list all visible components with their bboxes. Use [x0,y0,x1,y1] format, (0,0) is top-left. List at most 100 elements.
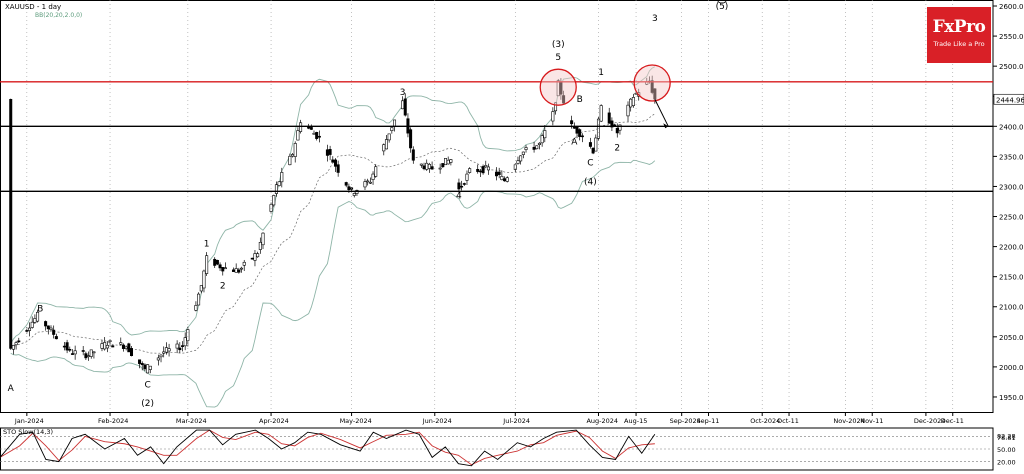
candle-body [540,135,544,144]
candle-body [215,259,219,265]
candle-body [521,151,525,155]
candle-body [607,112,611,124]
wave-label: B [37,305,43,315]
time-tick-label: Oct-2024 [750,417,780,425]
candle-body [401,100,405,110]
candle-body [205,255,209,274]
price-tick-label: 2200.00 [999,244,1024,252]
candle-body [465,173,469,181]
lower-band [10,159,656,408]
candle-body [167,348,171,352]
wave-label: A [8,384,15,394]
resistance-test-circle [633,64,671,102]
wave-label: C [144,380,150,390]
candle-body [626,104,630,117]
candle-body [331,159,335,163]
candle-body [462,183,466,185]
wave-label: B [577,95,583,105]
candle-body [403,98,407,116]
candle-body [591,147,595,154]
candle-body [618,124,622,131]
candle-body [503,178,507,182]
price-panel [0,0,994,413]
candle-body [347,186,351,191]
candle-body [103,342,107,350]
wave-label: 2 [220,282,226,292]
candle-body [146,364,150,374]
candle-body [159,354,163,358]
candle-body [68,348,72,351]
candle-body [73,350,77,355]
price-tick-label: 2350.00 [999,153,1024,161]
candle-body [599,105,603,122]
symbol-label: XAUUSD - 1 day [5,3,61,11]
price-axis: 2600.002550.002500.002450.002400.002350.… [993,3,1024,402]
candle-body [164,347,168,353]
candle-body [30,321,34,328]
candle-body [336,164,340,173]
bollinger-bands [10,66,656,408]
candle-body [274,184,278,194]
time-tick-label: Sep-11 [697,417,720,425]
candle-body [570,120,574,125]
time-tick-label: Nov-11 [860,417,883,425]
candle-body [44,321,48,327]
candle-body [333,159,337,167]
candle-body [578,129,582,137]
candle-body [551,111,555,122]
candle-body [148,365,152,370]
stochastic-tick-label: 78.81 [997,434,1016,442]
candle-body [478,170,482,173]
candle-body [178,347,182,351]
candle-body [237,269,241,273]
candle-body [17,340,21,343]
candle-body [140,363,144,366]
candle-body [234,268,238,273]
candle-body [81,350,85,352]
time-tick-label: Sep-2024 [670,417,701,425]
price-tick-label: 2150.00 [999,274,1024,282]
candle-body [223,267,227,270]
candle-body [62,345,66,348]
candle-body [105,345,109,349]
time-tick-label: Jan-2024 [14,417,44,425]
candle-body [111,345,115,348]
candle-body [156,357,160,361]
candle-body [253,253,257,261]
forecast-arrow-line [654,99,669,127]
candle-body [519,155,523,162]
candle-body [594,137,598,152]
time-axis: Jan-2024 Feb-2024 Mar-2024 Apr-2024 May-2024… [14,0,964,425]
candle-body [468,168,472,173]
time-tick-label: Nov-2024 [833,417,864,425]
upper-band [10,66,656,344]
forecast-arrow-head [663,123,669,129]
candle-body [36,311,40,322]
candle-body [543,130,547,139]
candle-body [366,180,370,183]
candle-body [588,142,592,147]
candle-body [427,164,431,169]
candle-body [387,133,391,141]
candle-body [317,135,321,138]
candle-body [218,264,222,269]
time-tick-label: Mar-2024 [176,417,207,425]
time-tick-label: Jul-2024 [502,417,530,425]
candle-body [371,173,375,180]
candle-body [180,345,185,347]
candle-body [138,359,142,364]
candle-body [422,165,426,170]
candle-body [240,267,244,270]
candle-body [280,172,284,183]
time-tick-label: Jun-2024 [422,417,452,425]
candle-body [368,181,372,184]
stochastic-tick-label: 50.00 [997,446,1016,454]
candle-body [352,193,356,196]
price-tick-label: 2000.00 [999,364,1024,372]
wave-label: C [587,158,593,168]
candle-body [100,343,104,349]
candle-body [409,129,413,149]
middle-band [10,113,656,354]
